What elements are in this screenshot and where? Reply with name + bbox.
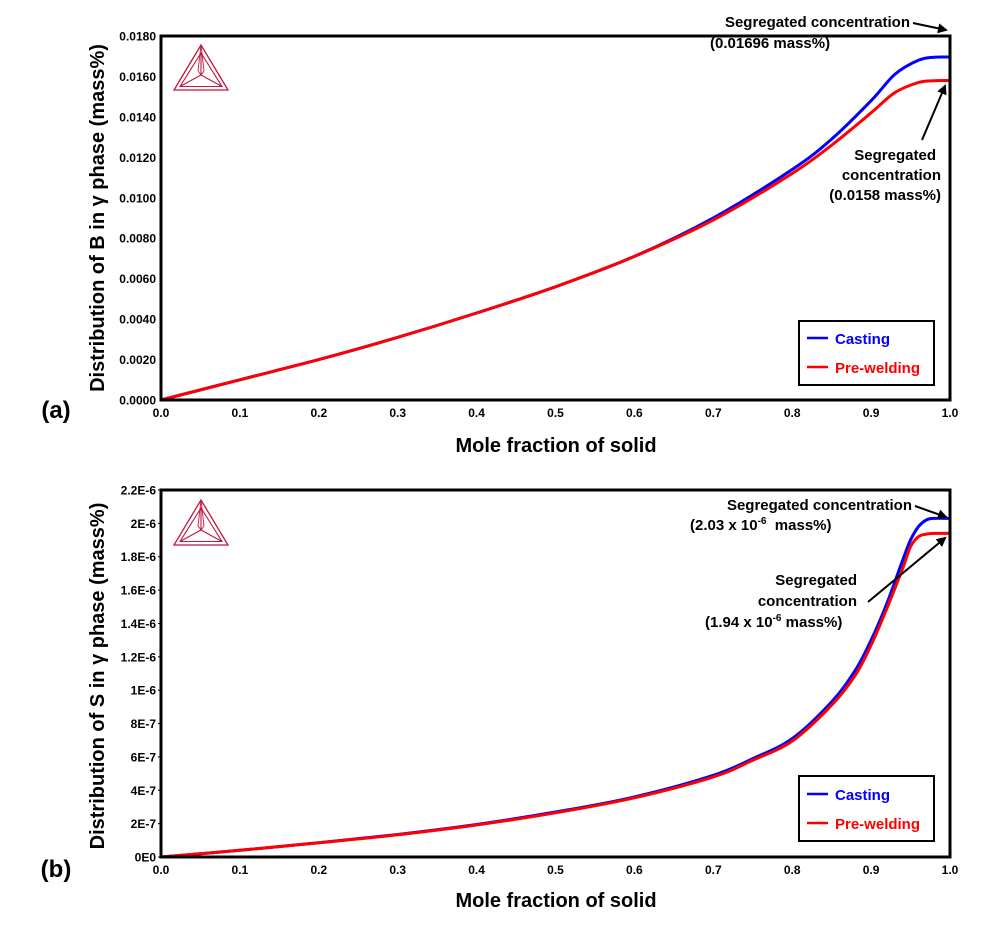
- y-tick-label: 2E-6: [131, 517, 157, 531]
- y-tick-label: 0.0120: [119, 151, 156, 165]
- panel-a-legend: Casting Pre-welding: [798, 320, 935, 386]
- annotation-superscript: -6: [758, 516, 767, 527]
- y-tick-label: 0.0060: [119, 272, 156, 286]
- y-tick-label: 1.6E-6: [121, 584, 157, 598]
- y-tick-label: 2E-7: [131, 817, 157, 831]
- x-tick-label: 0.8: [784, 406, 801, 420]
- x-tick-label: 0.1: [232, 406, 249, 420]
- annotation-text-unit: mass%): [766, 517, 831, 534]
- panel-a-xlabel: Mole fraction of solid: [455, 435, 656, 457]
- legend-label-casting: Casting: [835, 787, 890, 804]
- x-tick-label: 1.0: [942, 863, 959, 877]
- panel-b-label: (b): [41, 856, 72, 883]
- panel-a-annotation-1: Segregated concentration (0.01696 mass%): [710, 14, 948, 52]
- annotation-arrow: [914, 505, 948, 520]
- x-tick-label: 0.6: [626, 406, 643, 420]
- y-tick-label: 1E-6: [131, 684, 157, 698]
- panel-a-label: (a): [41, 397, 70, 424]
- annotation-text: (1.94 x 10-6 mass%): [705, 613, 842, 631]
- annotation-arrow: [912, 22, 948, 34]
- series-line-pre-welding: [160, 531, 951, 859]
- x-tick-label: 0.9: [863, 406, 880, 420]
- panel-a-ylabel: Distribution of B in γ phase (mass%): [87, 44, 109, 392]
- annotation-text: (0.01696 mass%): [710, 35, 830, 52]
- panel-b-xlabel: Mole fraction of solid: [455, 890, 656, 912]
- x-tick-label: 0.9: [863, 863, 880, 877]
- annotation-superscript: -6: [773, 613, 782, 624]
- y-tick-label: 0.0040: [119, 313, 156, 327]
- y-tick-label: 0.0100: [119, 191, 156, 205]
- panel-b-legend: Casting Pre-welding: [798, 775, 935, 842]
- y-tick-label: 4E-7: [131, 784, 157, 798]
- panel-a-yticks: 0.0000 0.0020 0.0040 0.0060 0.0080 0.0100 0.01…: [119, 30, 156, 408]
- annotation-arrow: [867, 536, 947, 603]
- panel-a-series: [160, 55, 951, 402]
- annotation-text-main: (1.94 x 10: [705, 614, 773, 631]
- y-tick-label: 2.2E-6: [121, 484, 157, 498]
- y-tick-label: 1.2E-6: [121, 650, 157, 664]
- x-tick-label: 0.3: [389, 863, 406, 877]
- legend-label-casting: Casting: [835, 331, 890, 348]
- y-tick-label: 0.0180: [119, 30, 156, 44]
- legend-box: [798, 775, 935, 842]
- logo-icon: [173, 499, 229, 546]
- y-tick-label: 0.0000: [119, 394, 156, 408]
- x-tick-label: 1.0: [942, 406, 959, 420]
- x-tick-label: 0.2: [310, 863, 327, 877]
- panel-b: (b) Distribution of S in γ phase (mass%)…: [41, 484, 959, 913]
- x-tick-label: 0.7: [705, 406, 722, 420]
- x-tick-label: 0.3: [389, 406, 406, 420]
- x-tick-label: 0.8: [784, 863, 801, 877]
- y-tick-label: 0E0: [135, 851, 157, 865]
- panel-b-series: [160, 516, 951, 859]
- y-tick-label: 0.0140: [119, 110, 156, 124]
- x-tick-label: 0.1: [232, 863, 249, 877]
- annotation-text-unit: mass%): [781, 614, 842, 631]
- annotation-text: Segregated: [854, 147, 936, 164]
- y-tick-label: 0.0080: [119, 232, 156, 246]
- x-tick-label: 0.4: [468, 863, 485, 877]
- panel-b-annotation-1: Segregated concentration (2.03 x 10-6 ma…: [690, 497, 948, 534]
- annotation-text: (0.0158 mass%): [829, 187, 941, 204]
- series-line-pre-welding: [160, 78, 951, 402]
- annotation-text: concentration: [842, 167, 941, 184]
- panel-b-annotation-2: Segregated concentration (1.94 x 10-6 ma…: [705, 536, 947, 631]
- panel-a: (a) Distribution of B in γ phase (mass%)…: [41, 14, 958, 457]
- y-tick-label: 0.0020: [119, 353, 156, 367]
- panel-a-plot-frame: [159, 34, 952, 402]
- x-tick-label: 0.5: [547, 863, 564, 877]
- panel-b-yticks: 0E0 2E-7 4E-7 6E-7 8E-7 1E-6 1.2E-6 1.4E-6 1.6E-…: [121, 484, 161, 865]
- logo-icon: [173, 44, 229, 91]
- y-tick-label: 8E-7: [131, 717, 157, 731]
- annotation-text: Segregated concentration: [725, 14, 910, 31]
- annotation-text: Segregated: [775, 572, 857, 589]
- annotation-text: (2.03 x 10-6 mass%): [690, 516, 832, 534]
- annotation-text: Segregated concentration: [727, 497, 912, 514]
- x-tick-label: 0.2: [310, 406, 327, 420]
- x-tick-label: 0.4: [468, 406, 485, 420]
- panel-a-annotation-2: Segregated concentration (0.0158 mass%): [829, 84, 947, 204]
- annotation-text-main: (2.03 x 10: [690, 517, 758, 534]
- legend-label-pre-welding: Pre-welding: [835, 360, 920, 377]
- x-tick-label: 0.5: [547, 406, 564, 420]
- legend-label-pre-welding: Pre-welding: [835, 816, 920, 833]
- panel-b-ylabel: Distribution of S in γ phase (mass%): [87, 503, 109, 850]
- x-tick-label: 0.0: [153, 863, 170, 877]
- panel-b-plot-frame: [159, 488, 952, 859]
- y-tick-label: 1.4E-6: [121, 617, 157, 631]
- y-tick-label: 0.0160: [119, 70, 156, 84]
- annotation-arrow: [921, 84, 947, 141]
- x-tick-label: 0.6: [626, 863, 643, 877]
- x-tick-label: 0.0: [153, 406, 170, 420]
- panel-b-xticks: 0.0 0.1 0.2 0.3 0.4 0.5 0.6 0.7 0.8 0.9 1.0: [153, 863, 959, 877]
- legend-box: [798, 320, 935, 386]
- y-tick-label: 6E-7: [131, 750, 157, 764]
- annotation-text: concentration: [758, 593, 857, 610]
- panel-a-xticks: 0.0 0.1 0.2 0.3 0.4 0.5 0.6 0.7 0.8 0.9 1.0: [153, 406, 959, 420]
- y-tick-label: 1.8E-6: [121, 550, 157, 564]
- x-tick-label: 0.7: [705, 863, 722, 877]
